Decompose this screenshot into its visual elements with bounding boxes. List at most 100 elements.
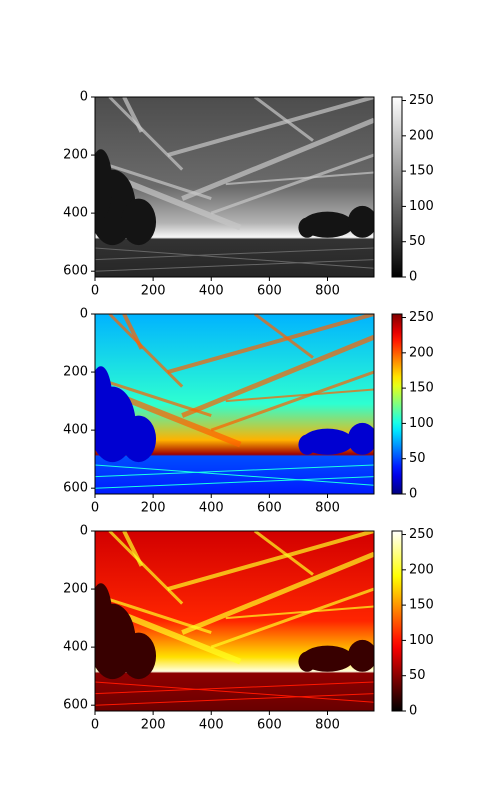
contrail [122, 531, 144, 567]
tree [298, 651, 316, 672]
y-tick-label: 0 [80, 307, 88, 322]
colorbar-tick-label: 0 [409, 270, 417, 285]
contrail [95, 593, 212, 635]
x-tick-label: 600 [257, 501, 282, 516]
field-line [95, 464, 374, 486]
field-line [95, 681, 374, 695]
x-tick-label: 0 [91, 284, 99, 299]
x-tick-label: 400 [199, 718, 224, 733]
colorbar [391, 96, 403, 278]
y-tick-label: 200 [63, 365, 88, 380]
colorbar [391, 313, 403, 495]
colorbar-tick-label: 100 [409, 416, 434, 431]
contrail [225, 605, 374, 620]
contrail [210, 370, 374, 432]
x-tick-label: 200 [141, 718, 166, 733]
colorbar-tick-label: 100 [409, 199, 434, 214]
tree [95, 366, 113, 436]
tree [347, 205, 374, 238]
contrail [108, 97, 184, 171]
colorbar-tick-label: 150 [409, 381, 434, 396]
colorbar-tick-label: 200 [409, 562, 434, 577]
contrail [210, 153, 374, 215]
contrail [167, 531, 374, 591]
x-tick-label: 600 [257, 284, 282, 299]
tree [347, 639, 374, 672]
y-tick-label: 0 [80, 524, 88, 539]
contrail [95, 159, 212, 201]
contrail [181, 117, 374, 201]
y-tick-label: 600 [63, 698, 88, 713]
colorbar-tick-label: 200 [409, 128, 434, 143]
contrail [167, 314, 374, 374]
frame [94, 96, 375, 278]
field-line [95, 464, 374, 478]
contrail [181, 551, 374, 635]
x-tick-label: 200 [141, 501, 166, 516]
image [95, 531, 374, 711]
tree [95, 583, 113, 653]
colorbar-tick-label: 0 [409, 487, 417, 502]
tree [121, 415, 157, 463]
x-tick-label: 800 [315, 284, 340, 299]
field-line [95, 247, 374, 269]
x-tick-label: 800 [315, 718, 340, 733]
colorbar-tick-label: 100 [409, 633, 434, 648]
y-tick-label: 400 [63, 640, 88, 655]
contrail [122, 314, 144, 350]
y-tick-label: 400 [63, 206, 88, 221]
y-tick-label: 200 [63, 148, 88, 163]
x-tick-label: 400 [199, 501, 224, 516]
contrail [95, 376, 212, 418]
contrail [167, 97, 374, 157]
tree [121, 632, 157, 680]
image [95, 314, 374, 494]
x-tick-label: 800 [315, 501, 340, 516]
y-tick-label: 600 [63, 264, 88, 279]
colorbar-tick-label: 0 [409, 704, 417, 719]
colorbar-tick-label: 50 [409, 451, 426, 466]
colorbar [391, 530, 403, 712]
y-tick-label: 200 [63, 582, 88, 597]
field-line [95, 693, 374, 706]
tree [347, 422, 374, 455]
y-tick-label: 600 [63, 481, 88, 496]
contrail [108, 531, 184, 605]
field-line [95, 476, 374, 489]
tree [298, 434, 316, 455]
x-tick-label: 400 [199, 284, 224, 299]
x-tick-label: 0 [91, 718, 99, 733]
colorbar-tick-label: 250 [409, 93, 434, 108]
contrail [253, 531, 314, 576]
contrail [122, 97, 144, 133]
colorbar-tick-label: 250 [409, 527, 434, 542]
y-tick-label: 0 [80, 90, 88, 105]
frame [94, 530, 375, 712]
contrail [253, 97, 314, 142]
x-tick-label: 600 [257, 718, 282, 733]
field-line [95, 259, 374, 272]
colorbar-tick-label: 200 [409, 345, 434, 360]
contrail [181, 334, 374, 418]
colorbar-tick-label: 250 [409, 310, 434, 325]
field-line [95, 247, 374, 261]
x-tick-label: 0 [91, 501, 99, 516]
colorbar-tick-label: 50 [409, 234, 426, 249]
frame [94, 313, 375, 495]
tree [121, 198, 157, 246]
tree [95, 149, 113, 219]
tree [298, 217, 316, 238]
contrail [210, 587, 374, 649]
colorbar-tick-label: 150 [409, 164, 434, 179]
contrail [225, 388, 374, 403]
x-tick-label: 200 [141, 284, 166, 299]
image [95, 97, 374, 277]
contrail [108, 314, 184, 388]
colorbar-tick-label: 150 [409, 598, 434, 613]
contrail [225, 171, 374, 186]
contrail [253, 314, 314, 359]
field-line [95, 681, 374, 703]
colorbar-tick-label: 50 [409, 668, 426, 683]
y-tick-label: 400 [63, 423, 88, 438]
